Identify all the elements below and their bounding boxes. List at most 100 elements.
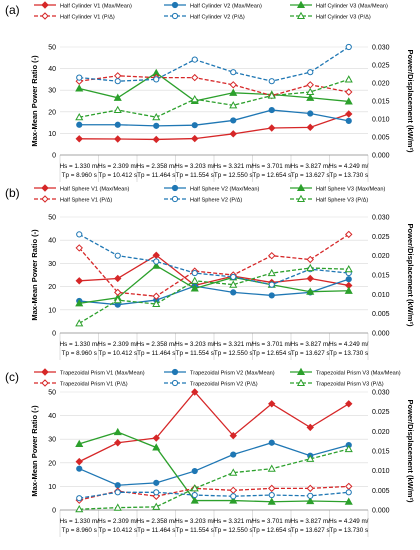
- x-tick-label: Hs = 1.330 m/: [60, 341, 100, 348]
- data-point: [171, 379, 179, 387]
- data-point: [267, 91, 276, 99]
- legend-label: Half Sphere V2 (Max/Mean): [190, 187, 259, 193]
- data-point: [296, 0, 306, 9]
- series-line: [75, 110, 353, 144]
- data-point: [191, 388, 199, 396]
- data-point: [191, 56, 198, 63]
- data-point: [191, 491, 198, 499]
- data-point: [230, 289, 237, 296]
- data-point: [153, 479, 160, 486]
- legend-item: Half Sphere V3 (P/Δ): [290, 194, 368, 204]
- x-tick-label: Hs = 2.358 m/: [137, 341, 177, 348]
- legend-item: Trapezoidal Prism V3 (P/Δ): [290, 378, 384, 388]
- data-point: [229, 496, 238, 504]
- data-point: [152, 112, 161, 121]
- y-tick-label: 50: [48, 215, 56, 222]
- y-tick-label: 40: [48, 238, 56, 245]
- data-point: [75, 135, 83, 143]
- series-line: [76, 106, 352, 129]
- data-point: [307, 492, 314, 499]
- x-tick-label: Tp = 13.730 s: [329, 172, 368, 179]
- legend-label: Trapezoidal Prism V3 (Max/Mean): [316, 371, 401, 377]
- data-point: [306, 87, 315, 96]
- series-path: [78, 442, 349, 486]
- data-point: [344, 97, 353, 105]
- series-path: [78, 233, 350, 297]
- panel-label: (b): [5, 186, 20, 200]
- y-tick-label: 30: [48, 261, 56, 268]
- x-tick-label: Hs = 2.309 m/: [98, 518, 138, 525]
- data-point: [153, 258, 160, 265]
- legend-item: Half Cylinder V2 (Max/Mean): [164, 1, 262, 10]
- y2-tick-label: 0.020: [372, 81, 390, 88]
- data-point: [229, 280, 238, 288]
- y2-axis-title: Power/Displacement (kW/m²): [406, 224, 415, 327]
- data-point: [306, 263, 315, 272]
- series-line: [75, 263, 353, 327]
- x-tick-label: Hs = 3.827 m/: [291, 163, 331, 170]
- data-point: [230, 493, 237, 500]
- y-tick-label: 0: [52, 153, 56, 160]
- series-path: [79, 491, 349, 499]
- legend-item: Half Cylinder V1 (Max/Mean): [34, 1, 132, 10]
- data-point: [268, 491, 275, 499]
- series-path: [79, 75, 349, 97]
- data-point: [307, 110, 314, 117]
- legend-item: Trapezoidal Prism V1 (Max/Mean): [34, 368, 145, 377]
- data-point: [296, 367, 306, 376]
- legend-item: Half Sphere V2 (P/Δ): [164, 195, 242, 204]
- data-point: [171, 195, 179, 203]
- series-line: [76, 231, 352, 288]
- y-tick-label: 0: [52, 508, 56, 515]
- data-point: [75, 319, 84, 327]
- x-tick-label: Hs = 3.827 m/: [291, 341, 331, 348]
- series-line: [75, 75, 353, 121]
- data-point: [267, 497, 276, 505]
- x-tick-label: Tp = 11.554 s: [176, 172, 214, 179]
- data-point: [345, 482, 353, 491]
- data-point: [229, 101, 238, 109]
- data-point: [114, 72, 122, 80]
- data-point: [152, 443, 161, 451]
- x-tick-label: Hs = 3.321 m/: [214, 341, 254, 348]
- data-point: [114, 252, 121, 259]
- data-point: [344, 264, 353, 273]
- data-point: [344, 75, 353, 83]
- series-line: [75, 388, 353, 466]
- data-point: [229, 468, 238, 476]
- data-point: [76, 231, 83, 238]
- data-point: [307, 69, 314, 76]
- data-point: [344, 497, 353, 505]
- y-tick-label: 10: [48, 484, 56, 491]
- data-point: [152, 261, 161, 269]
- data-point: [191, 269, 198, 277]
- x-tick-label: Hs = 2.309 m/: [98, 341, 138, 348]
- data-point: [268, 281, 275, 288]
- y2-tick-label: 0.000: [372, 153, 390, 160]
- y2-tick-label: 0.025: [372, 409, 390, 416]
- series-line: [76, 43, 352, 85]
- x-tick-label: Tp = 13.627 s: [291, 527, 330, 534]
- data-point: [171, 1, 179, 9]
- x-tick-label: Tp = 13.627 s: [291, 172, 330, 179]
- legend-item: Half Cylinder V1 (P/Δ): [34, 12, 115, 21]
- panel-label: (c): [5, 370, 19, 384]
- data-point: [113, 503, 122, 511]
- x-tick-label: Hs = 3.321 m/: [214, 518, 254, 525]
- data-point: [230, 69, 237, 76]
- data-point: [190, 284, 199, 292]
- series-line: [75, 444, 353, 513]
- data-point: [152, 434, 160, 442]
- legend-item: Half Sphere V1 (Max/Mean): [34, 184, 129, 193]
- legend-label: Half Cylinder V3 (Max/Mean): [316, 4, 388, 10]
- chart-panel-1: (a) Half Cylinder V1 (Max/Mean) Half Cylin…: [5, 0, 415, 182]
- y2-tick-label: 0.000: [372, 508, 390, 515]
- x-tick-label: Tp = 11.464 s: [137, 527, 175, 534]
- series-path: [79, 78, 349, 118]
- data-point: [190, 484, 199, 492]
- data-point: [296, 183, 306, 192]
- y2-tick-label: 0.030: [372, 215, 390, 222]
- y-tick-label: 10: [48, 131, 56, 138]
- data-point: [114, 489, 121, 496]
- x-tick-label: Tp = 11.554 s: [176, 350, 214, 357]
